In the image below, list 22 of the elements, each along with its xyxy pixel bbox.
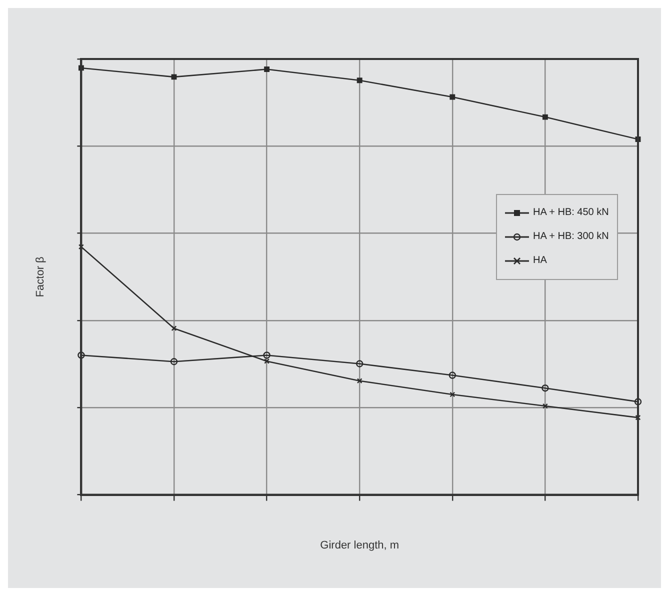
point [448, 372, 456, 379]
point [450, 392, 456, 398]
point [170, 358, 178, 366]
point [356, 78, 362, 84]
legend-label: HA [533, 255, 547, 266]
point [264, 66, 270, 72]
legend-label: HA + HB: 450 kN [533, 207, 609, 218]
point [263, 352, 270, 359]
point [542, 114, 548, 120]
point [542, 403, 548, 409]
point [171, 326, 177, 332]
point [356, 360, 364, 368]
legend-label: HA + HB: 300 kN [533, 231, 609, 242]
y-axis-title: Factor β [34, 256, 47, 298]
point [542, 384, 549, 392]
point [450, 94, 456, 100]
point [356, 378, 362, 384]
point [171, 74, 177, 80]
point [78, 352, 85, 359]
point [264, 358, 270, 364]
x-axis-title: Girder length, m [320, 539, 400, 552]
point [634, 398, 642, 406]
